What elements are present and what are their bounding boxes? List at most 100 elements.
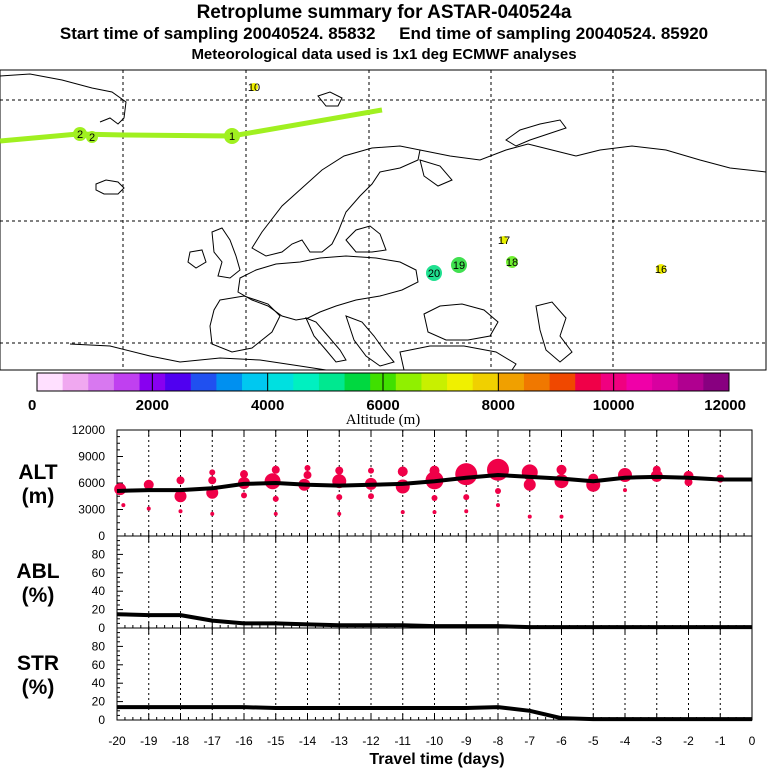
cluster-label-7: 20 [428,268,440,280]
alt-bubble-32 [429,465,440,476]
alt-bubble-16 [272,495,279,502]
alt-bubble-35 [455,463,478,486]
alt-bubble-29 [397,466,408,477]
x-axis-label: Travel time (days) [369,751,504,768]
alt-bubble-19 [303,471,312,480]
alt-bubble-43 [527,514,532,519]
alt-bubble-22 [335,466,344,475]
alt-bubble-50 [623,488,627,493]
colorbar-tick-label-1: 2000 [136,397,169,414]
panel-xtick-label-10: -10 [426,734,444,748]
colorbar-swatch-7 [216,373,243,391]
panel-xtick-label-17: -3 [651,734,662,748]
panel-ytick-label-2-0: 0 [98,713,105,727]
cluster-label-1: 2 [89,132,95,144]
alt-bubble-23 [336,494,343,501]
coastlines [0,73,767,371]
panel-xtick-label-2: -18 [172,734,190,748]
cluster-marker-7 [426,265,442,281]
panel-xtick-label-5: -15 [267,734,285,748]
colorbar-swatch-1 [62,373,89,391]
cluster-marker-6 [451,257,467,273]
alt-bubble-10 [210,511,215,516]
colorbar-tick-label-3: 6000 [366,397,399,414]
baltic-coast [345,225,387,253]
panel-ytick-label-0-4: 12000 [72,423,106,437]
alt-bubble-37 [464,509,469,514]
alt-bubble-27 [368,493,374,500]
colorbar-tick-label-2: 4000 [251,397,284,414]
alt-bubble-13 [241,492,247,499]
caspian-coast [535,301,573,363]
map-grid [0,70,766,370]
panel-ytick-label-2-2: 40 [92,676,106,690]
map-panel: 2 2 1 10 17 18 19 20 16 [0,69,767,371]
alt-bubble-17 [273,511,278,516]
panel-xtick-label-16: -4 [620,734,631,748]
map-frame [0,69,767,371]
alt-bubble-3 [146,506,151,511]
white-sea-coast [419,159,453,187]
panel-line-alt [116,473,752,493]
svalbard-coast [317,91,343,107]
trajectory-path [0,107,383,144]
alt-bubble-20 [304,464,311,471]
iberia-coast [209,295,281,353]
colorbar-swatch-19 [523,373,551,391]
alt-bubble-6 [178,509,183,514]
scandinavia-coast [251,145,421,257]
panel-xtick-label-7: -13 [331,734,349,748]
cluster-label-2: 1 [229,131,235,143]
colorbar-tick-label-6: 12000 [704,397,746,414]
colorbar-tick-label-0: 0 [28,397,36,414]
north-africa-coast [69,343,327,371]
cluster-marker-0 [73,127,87,141]
alt-bubble-4 [174,490,187,503]
cluster-label-6: 19 [453,260,465,272]
russia-arctic-coast [419,143,577,161]
colorbar-swatch-2 [88,373,115,391]
alt-bubble-8 [208,476,217,485]
panel-ytick-label-1-2: 40 [92,584,106,598]
panel-ytick-label-1-0: 0 [98,621,105,635]
sampling-time-line: Start time of sampling 20040524. 85832 E… [0,24,768,44]
colorbar-swatch-16 [447,373,474,391]
iceland-coast [95,179,125,195]
cluster-label-4: 17 [498,235,510,247]
panel-xtick-label-18: -2 [683,734,694,748]
colorbar-swatch-12 [344,373,371,391]
colorbar-swatch-15 [421,373,448,391]
alt-bubble-33 [431,495,438,502]
cluster-marker-2 [224,128,240,144]
cluster-group: 2 2 1 10 17 18 19 20 16 [73,82,667,281]
cluster-label-8: 16 [655,264,667,276]
alt-bubble-2 [143,479,154,490]
panel-ytick-label-2-3: 60 [92,658,106,672]
colorbar-swatch-0 [37,373,64,391]
colorbar-swatch-20 [549,373,576,391]
panel-xtick-label-1: -19 [140,734,158,748]
alt-bubble-34 [432,510,437,515]
panel-ylabel-1-0: ABL [16,560,59,583]
italy-coast [305,317,347,363]
colorbar-swatch-11 [318,373,346,391]
panel-xtick-label-0: -20 [108,734,126,748]
met-data-label: Meteorological data used is 1x1 deg ECMW… [191,46,577,63]
britain-coast [187,227,241,279]
colorbar-swatch-17 [472,373,499,391]
colorbar-label: Altitude (m) [346,412,421,428]
panel-ylabel-2-1: (%) [22,676,55,699]
cluster-label-5: 18 [506,257,518,269]
panel-ytick-label-1-4: 80 [92,547,106,561]
colorbar-swatch-21 [575,373,602,391]
colorbar-swatch-23 [626,373,653,391]
cluster-marker-4 [500,236,508,244]
panel-ylabel-0-1: (m) [22,485,55,508]
black-sea-coast [423,303,499,341]
colorbar-swatch-9 [267,373,294,391]
panel-ytick-label-2-4: 80 [92,639,106,653]
alt-bubble-42 [523,478,536,491]
panel-alt: ALT(m) 0 3000 6000 9000 12000 [18,423,753,543]
